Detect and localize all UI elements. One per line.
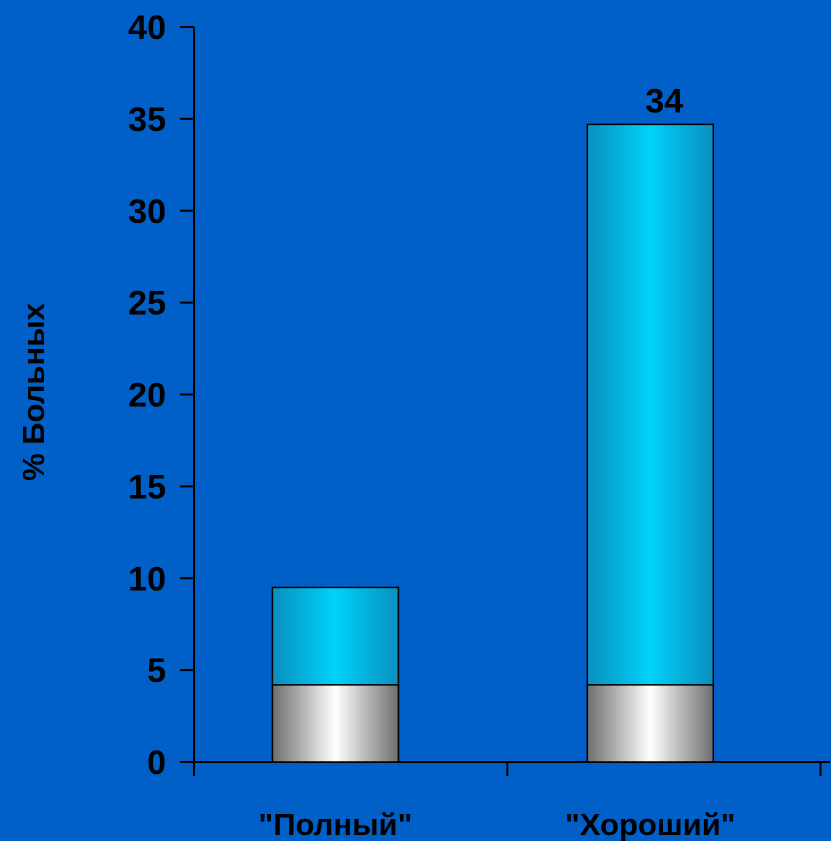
- y-tick-label: 35: [128, 101, 166, 139]
- bar-segment-bottom: [271, 684, 400, 763]
- bar-segment-bottom: [586, 684, 715, 763]
- y-tick-label: 10: [128, 560, 166, 598]
- labels: 0 5 10 15 20 25 30 35 40 "Полный" 34 "Хороший": [128, 9, 735, 841]
- y-tick-label: 5: [147, 652, 166, 690]
- bar-segment-top: [586, 123, 715, 686]
- y-tick-label: 40: [128, 9, 166, 47]
- y-tick-label: 15: [128, 468, 166, 506]
- y-tick-label: 25: [128, 285, 166, 323]
- y-tick-label: 20: [128, 377, 166, 415]
- bar-segment-top: [271, 586, 400, 686]
- y-tick-label: 0: [147, 744, 166, 782]
- x-category-label: "Полный": [259, 807, 413, 841]
- y-tick-label: 30: [128, 193, 166, 231]
- y-axis-title: % Больных: [16, 302, 51, 481]
- x-category-label: "Хороший": [565, 807, 735, 841]
- bars: [271, 123, 715, 763]
- bar-value-label: 34: [645, 82, 683, 120]
